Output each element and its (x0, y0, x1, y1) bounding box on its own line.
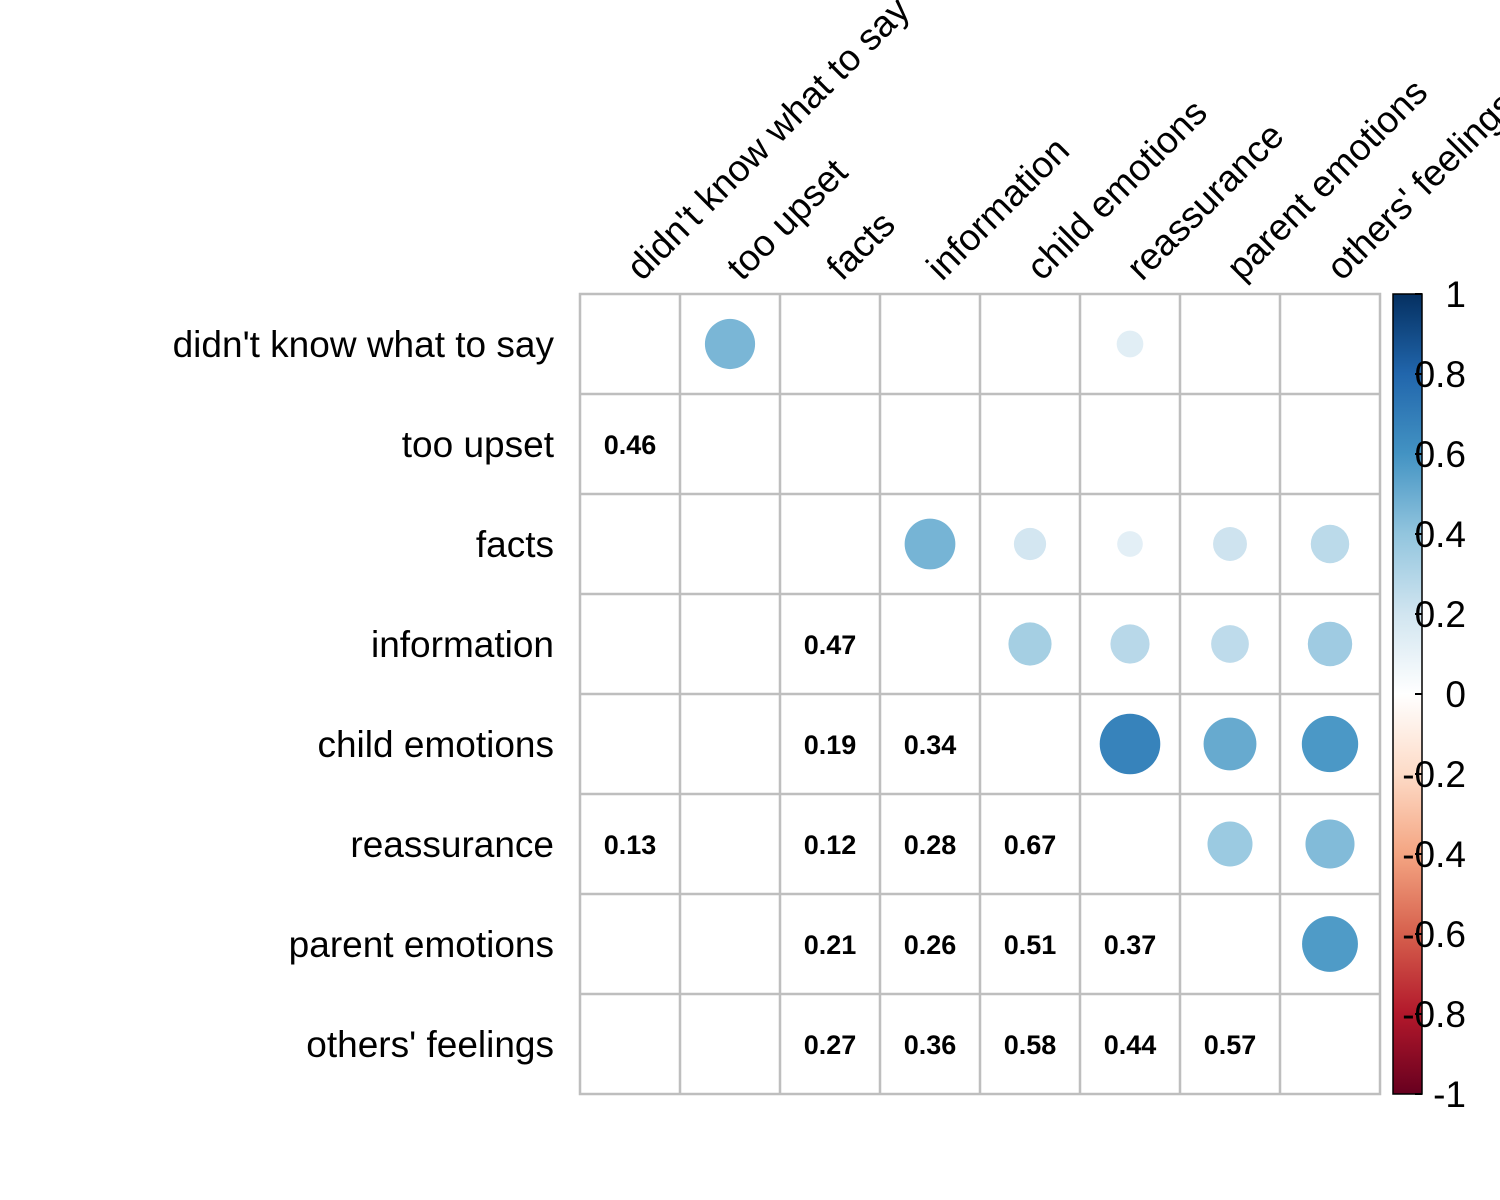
row-label: information (371, 624, 554, 665)
correlation-value-label: 0.58 (1004, 1030, 1057, 1060)
color-legend-tick-label: 0 (1445, 674, 1466, 715)
correlation-circle (1116, 330, 1144, 358)
correlation-circle (1117, 531, 1143, 557)
correlation-circle (1301, 715, 1359, 773)
correlation-value-label: 0.13 (604, 830, 657, 860)
correlation-value-label: 0.21 (804, 930, 857, 960)
correlation-circle (1203, 717, 1257, 771)
correlation-value-label: 0.36 (904, 1030, 957, 1060)
color-legend-tick-label: 1 (1445, 274, 1466, 315)
color-legend-tick-label: -0.8 (1402, 994, 1466, 1035)
row-label: parent emotions (289, 924, 554, 965)
color-legend: 1 0.8 0.6 0.4 0.2 0 -0.2 -0.4 -0.6 -0.8 -1 (1392, 274, 1466, 1115)
row-label: didn't know what to say (173, 324, 555, 365)
correlation-circles (704, 318, 1359, 972)
correlation-value-label: 0.46 (604, 430, 657, 460)
correlation-value-label: 0.47 (804, 630, 857, 660)
color-legend-tick-label: 0.8 (1415, 354, 1466, 395)
color-legend-tick-label: 0.6 (1415, 434, 1466, 475)
correlation-value-label: 0.67 (1004, 830, 1057, 860)
correlation-circle (704, 318, 756, 370)
row-label: reassurance (350, 824, 554, 865)
color-legend-tick-label: -0.2 (1402, 754, 1466, 795)
color-legend-tick-label: 0.2 (1415, 594, 1466, 635)
color-legend-tick-label: 0.4 (1415, 514, 1466, 555)
correlation-values: 0.46 0.47 0.19 0.34 0.13 0.12 0.28 0.67 0.21 0.26… (604, 430, 1257, 1060)
row-label: facts (476, 524, 554, 565)
correlation-value-label: 0.12 (804, 830, 857, 860)
correlation-value-label: 0.34 (904, 730, 957, 760)
correlation-circle (1207, 821, 1253, 867)
correlation-circle (1099, 713, 1161, 775)
row-labels: didn't know what to say too upset facts inf… (173, 324, 555, 1065)
correlation-circle (1302, 916, 1358, 972)
color-legend-tick-label: -0.6 (1402, 914, 1466, 955)
correlation-value-label: 0.19 (804, 730, 857, 760)
correlation-circle (1110, 624, 1150, 664)
correlation-value-label: 0.51 (1004, 930, 1057, 960)
row-label: child emotions (317, 724, 554, 765)
column-label: facts (819, 203, 903, 287)
color-legend-tick-label: -0.4 (1402, 834, 1466, 875)
row-label: others' feelings (306, 1024, 554, 1065)
correlation-value-label: 0.37 (1104, 930, 1157, 960)
correlation-value-label: 0.26 (904, 930, 957, 960)
correlation-circle (1310, 524, 1350, 564)
correlation-value-label: 0.28 (904, 830, 957, 860)
row-label: too upset (402, 424, 555, 465)
column-label: child emotions (1019, 91, 1215, 287)
correlation-value-label: 0.44 (1104, 1030, 1157, 1060)
color-legend-ticks: 1 0.8 0.6 0.4 0.2 0 -0.2 -0.4 -0.6 -0.8 -1 (1402, 274, 1466, 1115)
matrix-grid (578, 292, 1382, 1096)
correlation-circle (1008, 622, 1052, 666)
correlation-circle (1213, 527, 1247, 561)
correlation-circle (904, 518, 956, 570)
correlation-circle (1307, 621, 1353, 667)
correlation-circle (1013, 527, 1047, 561)
correlation-circle (1305, 819, 1355, 869)
color-legend-tick-label: -1 (1433, 1074, 1466, 1115)
correlation-circle (1211, 625, 1249, 663)
correlation-value-label: 0.57 (1204, 1030, 1257, 1060)
correlation-value-label: 0.27 (804, 1030, 857, 1060)
